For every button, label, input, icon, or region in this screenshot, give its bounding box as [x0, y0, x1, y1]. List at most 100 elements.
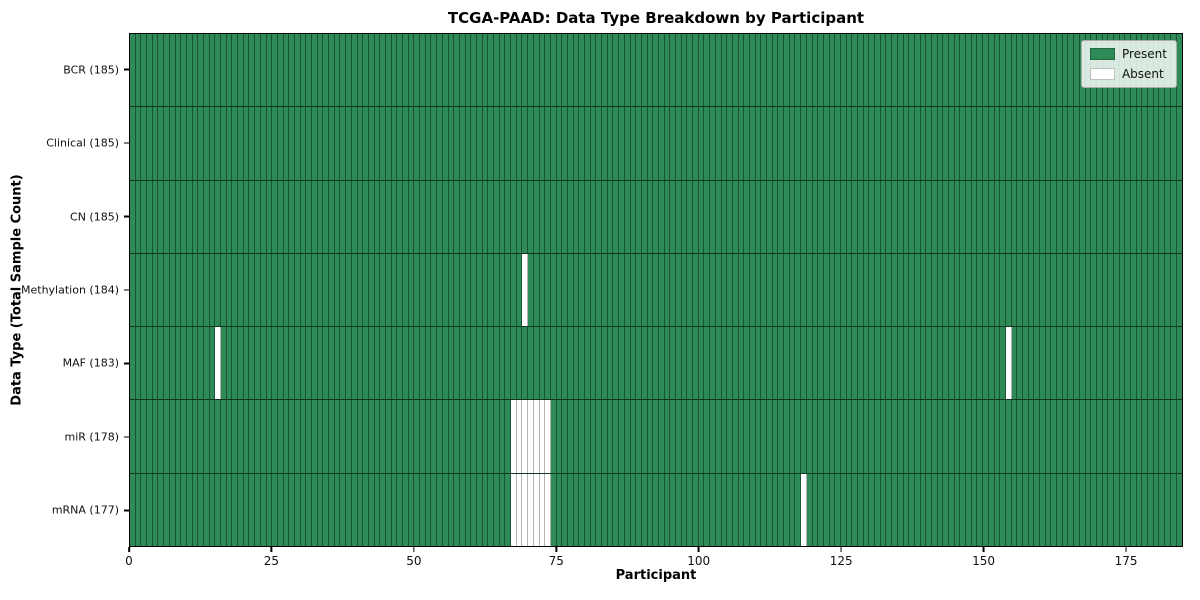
- present-cell: [573, 107, 580, 180]
- present-cell: [567, 253, 574, 327]
- present-cell: [385, 180, 392, 253]
- present-cell: [425, 34, 432, 107]
- present-cell: [738, 34, 745, 107]
- present-cell: [141, 473, 148, 546]
- present-cell: [749, 473, 756, 546]
- present-cell: [181, 473, 187, 546]
- present-cell: [585, 473, 591, 546]
- present-cell: [761, 473, 767, 546]
- present-cell: [647, 327, 654, 400]
- present-cell: [920, 473, 927, 546]
- present-cell: [482, 253, 489, 327]
- present-cell: [949, 327, 955, 400]
- present-cell: [749, 180, 756, 253]
- present-cell: [186, 180, 193, 253]
- present-cell: [886, 327, 893, 400]
- present-cell: [397, 107, 403, 180]
- present-cell: [550, 34, 557, 107]
- present-cell: [1017, 473, 1023, 546]
- present-cell: [164, 107, 170, 180]
- present-cell: [135, 34, 142, 107]
- present-cell: [710, 253, 716, 327]
- present-cell: [471, 107, 477, 180]
- present-cell: [249, 180, 256, 253]
- present-cell: [789, 253, 796, 327]
- present-cell: [249, 473, 256, 546]
- present-cell: [289, 34, 295, 107]
- present-cell: [943, 180, 949, 253]
- present-cell: [943, 253, 949, 327]
- present-cell: [573, 34, 580, 107]
- present-cell: [693, 34, 699, 107]
- present-cell: [226, 107, 233, 180]
- present-cell: [806, 180, 813, 253]
- present-cell: [1102, 180, 1109, 253]
- present-cell: [346, 253, 352, 327]
- present-cell: [1165, 473, 1171, 546]
- present-cell: [585, 400, 591, 473]
- present-cell: [243, 107, 250, 180]
- heatmap-row-cn: [130, 180, 1182, 254]
- present-cell: [420, 253, 426, 327]
- present-cell: [403, 327, 409, 400]
- present-cell: [983, 473, 989, 546]
- present-cell: [164, 34, 170, 107]
- present-cell: [897, 473, 904, 546]
- present-cell: [789, 400, 796, 473]
- present-cell: [914, 400, 921, 473]
- present-cell: [732, 327, 739, 400]
- present-cell: [357, 327, 364, 400]
- present-cell: [863, 180, 870, 253]
- present-cell: [385, 327, 392, 400]
- present-cell: [357, 180, 364, 253]
- present-cell: [1068, 400, 1075, 473]
- present-cell: [272, 180, 278, 253]
- present-cell: [641, 253, 648, 327]
- present-cell: [312, 180, 318, 253]
- absent-cell: [528, 473, 534, 546]
- present-cell: [1159, 473, 1166, 546]
- present-cell: [357, 34, 364, 107]
- present-cell: [1091, 253, 1097, 327]
- present-cell: [511, 180, 517, 253]
- present-cell: [1091, 400, 1097, 473]
- present-cell: [192, 253, 199, 327]
- y-tick-mark: [124, 362, 129, 365]
- present-cell: [226, 253, 233, 327]
- present-cell: [681, 253, 688, 327]
- present-cell: [1148, 473, 1154, 546]
- present-cell: [966, 327, 972, 400]
- present-cell: [368, 400, 375, 473]
- present-cell: [431, 34, 438, 107]
- present-cell: [1119, 253, 1126, 327]
- present-cell: [528, 253, 534, 327]
- present-cell: [209, 327, 216, 400]
- present-cell: [277, 400, 284, 473]
- present-cell: [329, 180, 335, 253]
- present-cell: [454, 180, 460, 253]
- present-cell: [715, 473, 722, 546]
- present-cell: [340, 253, 347, 327]
- present-cell: [670, 327, 676, 400]
- present-cell: [255, 473, 261, 546]
- present-cell: [528, 327, 534, 400]
- present-cell: [351, 253, 358, 327]
- present-cell: [556, 327, 563, 400]
- present-cell: [852, 473, 858, 546]
- present-cell: [579, 400, 585, 473]
- present-cell: [744, 180, 750, 253]
- present-cell: [186, 107, 193, 180]
- present-cell: [1040, 34, 1046, 107]
- present-cell: [181, 327, 187, 400]
- present-cell: [340, 107, 347, 180]
- present-cell: [232, 400, 239, 473]
- present-cell: [1062, 327, 1069, 400]
- present-cell: [385, 400, 392, 473]
- present-cell: [704, 107, 711, 180]
- present-cell: [954, 253, 961, 327]
- present-cell: [670, 180, 676, 253]
- present-cell: [886, 253, 893, 327]
- present-cell: [516, 34, 523, 107]
- present-cell: [545, 34, 551, 107]
- present-cell: [772, 34, 779, 107]
